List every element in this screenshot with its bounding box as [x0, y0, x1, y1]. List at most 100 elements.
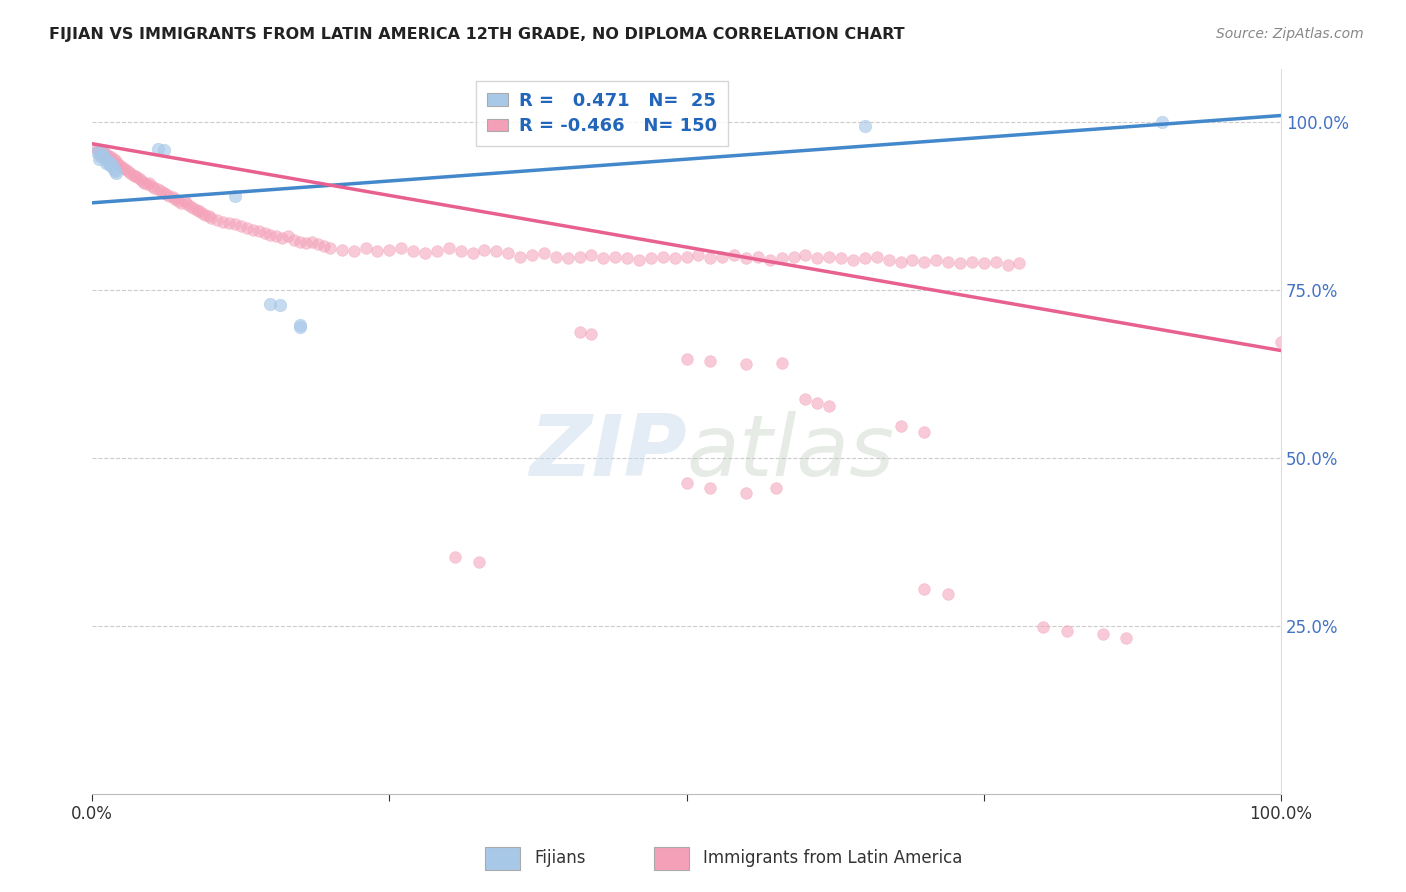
- Point: [949, 256, 972, 270]
- Point: [152, 144, 174, 158]
- Point: [190, 206, 212, 220]
- Point: [224, 189, 246, 203]
- Point: [651, 250, 673, 264]
- Point: [110, 159, 132, 173]
- Point: [141, 179, 163, 194]
- Point: [266, 229, 288, 244]
- Point: [271, 231, 294, 245]
- Point: [181, 201, 204, 215]
- Point: [104, 165, 127, 179]
- Point: [544, 250, 567, 264]
- Point: [159, 189, 181, 203]
- Point: [330, 243, 353, 257]
- Point: [138, 176, 160, 190]
- Point: [1091, 627, 1114, 641]
- Point: [121, 168, 143, 182]
- Point: [912, 425, 935, 440]
- Point: [1270, 335, 1292, 350]
- Point: [496, 246, 519, 260]
- Point: [782, 250, 804, 264]
- Point: [146, 182, 169, 196]
- Point: [806, 251, 828, 265]
- Point: [90, 144, 112, 158]
- Point: [343, 244, 366, 259]
- Point: [165, 193, 187, 207]
- Point: [413, 246, 436, 260]
- Point: [877, 252, 900, 267]
- Point: [94, 149, 117, 163]
- Point: [143, 181, 166, 195]
- Point: [97, 149, 120, 163]
- Text: FIJIAN VS IMMIGRANTS FROM LATIN AMERICA 12TH GRADE, NO DIPLOMA CORRELATION CHART: FIJIAN VS IMMIGRANTS FROM LATIN AMERICA …: [49, 27, 905, 42]
- Point: [1008, 256, 1031, 270]
- Point: [101, 153, 124, 168]
- Point: [485, 244, 508, 259]
- Point: [87, 144, 110, 158]
- Point: [86, 142, 108, 156]
- Point: [117, 163, 139, 178]
- Point: [509, 250, 531, 264]
- Point: [176, 197, 198, 211]
- Legend: R =   0.471   N=  25, R = -0.466   N= 150: R = 0.471 N= 25, R = -0.466 N= 150: [475, 81, 728, 146]
- Point: [247, 224, 270, 238]
- Point: [98, 152, 121, 166]
- Point: [699, 353, 721, 368]
- Point: [770, 356, 793, 370]
- Point: [277, 229, 299, 244]
- Point: [925, 252, 948, 267]
- Point: [104, 154, 127, 169]
- Point: [592, 251, 614, 265]
- Point: [290, 320, 312, 334]
- Point: [711, 250, 734, 264]
- Point: [997, 258, 1019, 272]
- Point: [301, 235, 323, 249]
- Text: Immigrants from Latin America: Immigrants from Latin America: [703, 849, 962, 867]
- Point: [86, 145, 108, 160]
- Point: [104, 155, 127, 169]
- Point: [794, 392, 817, 406]
- Point: [197, 209, 219, 223]
- Point: [229, 219, 252, 234]
- Point: [290, 318, 312, 332]
- Point: [152, 186, 174, 200]
- Point: [936, 586, 959, 600]
- Point: [984, 255, 1007, 269]
- Text: Source: ZipAtlas.com: Source: ZipAtlas.com: [1216, 27, 1364, 41]
- Point: [627, 252, 650, 267]
- Point: [461, 246, 484, 260]
- Point: [443, 550, 465, 565]
- Point: [366, 244, 388, 259]
- Point: [853, 251, 876, 265]
- Point: [1152, 115, 1174, 129]
- Point: [758, 252, 780, 267]
- Point: [568, 250, 591, 264]
- Point: [1032, 620, 1054, 634]
- Point: [1115, 631, 1137, 645]
- Point: [94, 152, 117, 166]
- Point: [912, 255, 935, 269]
- Point: [307, 237, 329, 252]
- Point: [155, 187, 177, 202]
- Point: [794, 248, 817, 262]
- Point: [96, 155, 118, 169]
- Point: [735, 251, 758, 265]
- Point: [97, 157, 120, 171]
- Point: [912, 582, 935, 596]
- Point: [103, 162, 125, 177]
- Point: [842, 252, 865, 267]
- Point: [259, 296, 281, 310]
- Point: [97, 150, 120, 164]
- Point: [100, 159, 122, 173]
- Point: [128, 172, 150, 186]
- Point: [890, 255, 912, 269]
- Point: [91, 149, 114, 163]
- Point: [1056, 624, 1078, 639]
- Point: [259, 227, 281, 242]
- Point: [765, 481, 787, 495]
- Point: [520, 248, 543, 262]
- Point: [107, 157, 129, 171]
- Text: Fijians: Fijians: [534, 849, 586, 867]
- Point: [295, 236, 318, 251]
- Point: [131, 174, 153, 188]
- Point: [188, 203, 211, 218]
